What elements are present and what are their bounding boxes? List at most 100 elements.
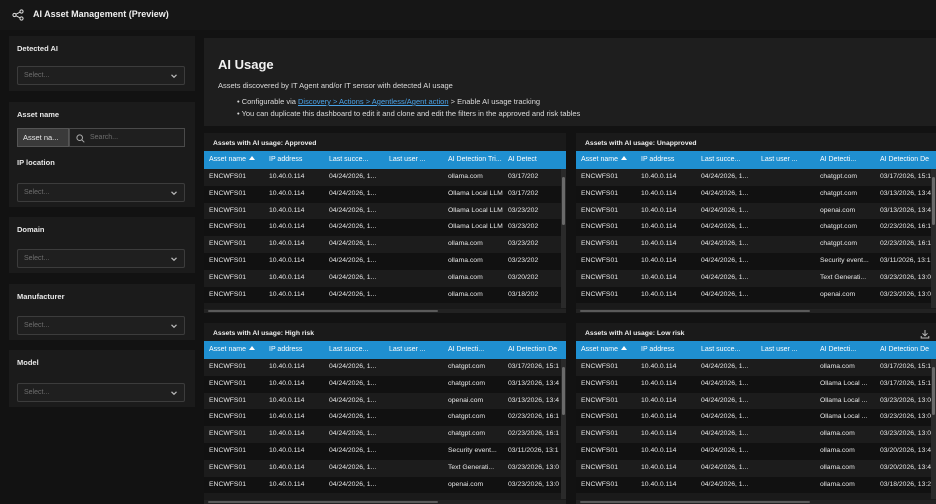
column-header[interactable]: Asset name xyxy=(204,151,264,169)
horizontal-scrollbar[interactable] xyxy=(204,309,566,313)
column-header[interactable]: AI Detecti... xyxy=(815,151,875,169)
table-cell: 10.40.0.114 xyxy=(269,290,305,298)
vertical-scrollbar[interactable] xyxy=(931,359,936,499)
table-row[interactable]: ENCWFS01 10.40.0.114 04/24/2026, 1... Text … xyxy=(204,459,566,477)
scrollbar-thumb[interactable] xyxy=(580,501,810,503)
table-row[interactable]: ENCWFS01 10.40.0.114 04/24/2026, 1... Ollam… xyxy=(576,409,936,427)
horizontal-scrollbar[interactable] xyxy=(576,500,936,504)
horizontal-scrollbar[interactable] xyxy=(204,500,566,504)
table-row[interactable]: ENCWFS01 10.40.0.114 04/24/2026, 1... ollam… xyxy=(576,359,936,376)
column-header[interactable]: AI Detection Tri... xyxy=(443,151,503,169)
table-row[interactable]: ENCWFS01 10.40.0.114 04/24/2026, 1... ollam… xyxy=(204,169,566,186)
table-row[interactable]: ENCWFS01 10.40.0.114 04/24/2026, 1... Text … xyxy=(576,269,936,287)
table-row[interactable]: ENCWFS01 10.40.0.114 04/24/2026, 1... opena… xyxy=(576,202,936,220)
table-row[interactable]: ENCWFS01 10.40.0.114 04/24/2026, 1... ollam… xyxy=(204,252,566,270)
table-row[interactable]: ENCWFS01 10.40.0.114 04/24/2026, 1... chatg… xyxy=(204,375,566,393)
vertical-scrollbar[interactable] xyxy=(561,169,566,308)
scrollbar-thumb[interactable] xyxy=(562,177,565,225)
column-header[interactable]: AI Detect xyxy=(503,151,561,169)
column-header[interactable]: IP address xyxy=(636,151,696,169)
table-cell: ENCWFS01 xyxy=(209,463,247,471)
table-cell: 10.40.0.114 xyxy=(641,363,677,370)
table-row[interactable]: ENCWFS01 10.40.0.114 04/24/2026, 1... ollam… xyxy=(204,286,566,304)
table-cell xyxy=(384,253,443,270)
column-header[interactable]: Last user ... xyxy=(756,341,815,359)
table-row[interactable]: ENCWFS01 10.40.0.114 04/24/2026, 1... Ollam… xyxy=(204,219,566,237)
scrollbar-thumb[interactable] xyxy=(932,177,935,225)
column-header[interactable]: Last succe... xyxy=(324,151,384,169)
detected-ai-select[interactable]: Select... xyxy=(17,66,185,85)
asset-name-field-toggle[interactable]: Asset na... xyxy=(17,128,69,147)
column-header[interactable]: IP address xyxy=(264,151,324,169)
sort-ascending-icon[interactable] xyxy=(248,156,255,160)
domain-select[interactable]: Select... xyxy=(17,249,185,268)
table-row[interactable]: ENCWFS01 10.40.0.114 04/24/2026, 1... chatg… xyxy=(204,359,566,376)
scrollbar-thumb[interactable] xyxy=(562,367,565,415)
vertical-scrollbar[interactable] xyxy=(561,359,566,499)
column-header[interactable]: Last succe... xyxy=(324,341,384,359)
column-header[interactable]: IP address xyxy=(636,341,696,359)
scrollbar-thumb[interactable] xyxy=(932,367,935,415)
table-row[interactable]: ENCWFS01 10.40.0.114 04/24/2026, 1... chatg… xyxy=(204,409,566,427)
table-row[interactable]: ENCWFS01 10.40.0.114 04/24/2026, 1... Ollam… xyxy=(204,202,566,220)
table-row[interactable]: ENCWFS01 10.40.0.114 04/24/2026, 1... chatg… xyxy=(204,426,566,443)
column-header[interactable]: Last user ... xyxy=(756,151,815,169)
table-row[interactable]: ENCWFS01 10.40.0.114 04/24/2026, 1... chatg… xyxy=(576,169,936,186)
scrollbar-thumb[interactable] xyxy=(208,310,438,312)
table-row[interactable]: ENCWFS01 10.40.0.114 04/24/2026, 1... chatg… xyxy=(576,219,936,237)
ip-location-select[interactable]: Select... xyxy=(17,183,185,202)
horizontal-scrollbar[interactable] xyxy=(576,309,936,313)
table-row[interactable]: ENCWFS01 10.40.0.114 04/24/2026, 1... Ollam… xyxy=(576,375,936,393)
discovery-actions-link[interactable]: Discovery > Actions > Agentless/Agent ac… xyxy=(298,97,449,106)
column-header[interactable]: Last user ... xyxy=(384,151,443,169)
table-row[interactable]: ENCWFS01 10.40.0.114 04/24/2026, 1... ollam… xyxy=(576,459,936,477)
table-row[interactable]: ENCWFS01 10.40.0.114 04/24/2026, 1... ollam… xyxy=(576,442,936,460)
table-header: Asset name IP address Last succe... Last us… xyxy=(576,341,936,359)
column-header[interactable]: Asset name xyxy=(204,341,264,359)
table-row[interactable]: ENCWFS01 10.40.0.114 04/24/2026, 1... opena… xyxy=(204,476,566,494)
table-cell: 04/24/2026, 1... xyxy=(701,273,749,281)
table-cell xyxy=(756,236,815,253)
column-header[interactable]: Asset name xyxy=(576,151,636,169)
model-select[interactable]: Select... xyxy=(17,383,185,402)
table-row[interactable]: ENCWFS01 10.40.0.114 04/24/2026, 1... chatg… xyxy=(576,236,936,253)
table-row[interactable]: ENCWFS01 10.40.0.114 04/24/2026, 1... Secur… xyxy=(204,442,566,460)
table-cell: 04/24/2026, 1... xyxy=(701,240,749,248)
table-cell: 04/24/2026, 1... xyxy=(329,256,377,264)
column-header[interactable]: Last succe... xyxy=(696,341,756,359)
share-icon[interactable] xyxy=(12,9,24,21)
column-header[interactable]: Asset name xyxy=(576,341,636,359)
sort-ascending-icon[interactable] xyxy=(620,156,627,160)
table-cell: chatgpt.com xyxy=(820,223,858,231)
download-icon[interactable] xyxy=(920,329,930,339)
table-cell: chatgpt.com xyxy=(448,363,486,370)
sort-ascending-icon[interactable] xyxy=(620,346,627,350)
table-row[interactable]: ENCWFS01 10.40.0.114 04/24/2026, 1... ollam… xyxy=(576,426,936,443)
scrollbar-thumb[interactable] xyxy=(208,501,438,503)
column-header[interactable]: Last succe... xyxy=(696,151,756,169)
sort-ascending-icon[interactable] xyxy=(248,346,255,350)
table-cell: 10.40.0.114 xyxy=(269,379,305,387)
column-header[interactable]: IP address xyxy=(264,341,324,359)
vertical-scrollbar[interactable] xyxy=(931,169,936,308)
table-row[interactable]: ENCWFS01 10.40.0.114 04/24/2026, 1... ollam… xyxy=(204,269,566,287)
column-header[interactable]: AI Detecti... xyxy=(815,341,875,359)
column-header[interactable]: AI Detection De xyxy=(503,341,563,359)
table-row[interactable]: ENCWFS01 10.40.0.114 04/24/2026, 1... opena… xyxy=(204,392,566,410)
table-row[interactable]: ENCWFS01 10.40.0.114 04/24/2026, 1... Ollam… xyxy=(204,185,566,203)
column-header[interactable]: AI Detection De xyxy=(875,151,935,169)
table-row[interactable]: ENCWFS01 10.40.0.114 04/24/2026, 1... chatg… xyxy=(576,185,936,203)
column-header[interactable]: AI Detection De xyxy=(875,341,935,359)
column-header[interactable]: AI Detecti... xyxy=(443,341,503,359)
table-cell: ENCWFS01 xyxy=(581,363,619,370)
table-row[interactable]: ENCWFS01 10.40.0.114 04/24/2026, 1... Secur… xyxy=(576,252,936,270)
table-cell: 02/23/2026, 16:1 xyxy=(508,430,560,438)
table-row[interactable]: ENCWFS01 10.40.0.114 04/24/2026, 1... Ollam… xyxy=(576,392,936,410)
table-row[interactable]: ENCWFS01 10.40.0.114 04/24/2026, 1... opena… xyxy=(576,286,936,304)
asset-name-search-input[interactable]: Search... xyxy=(69,128,185,147)
manufacturer-select[interactable]: Select... xyxy=(17,316,185,335)
column-header[interactable]: Last user ... xyxy=(384,341,443,359)
scrollbar-thumb[interactable] xyxy=(580,310,810,312)
table-row[interactable]: ENCWFS01 10.40.0.114 04/24/2026, 1... ollam… xyxy=(204,236,566,253)
table-row[interactable]: ENCWFS01 10.40.0.114 04/24/2026, 1... ollam… xyxy=(576,476,936,494)
